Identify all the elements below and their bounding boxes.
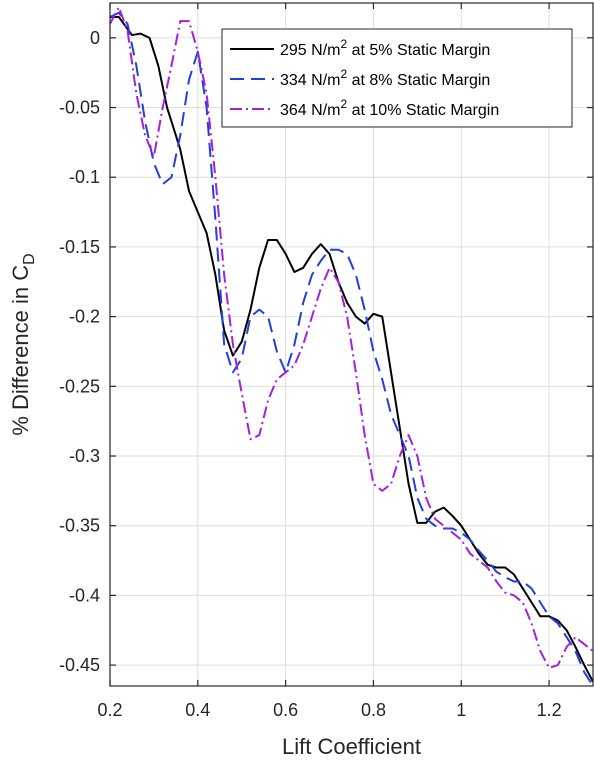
y-axis-title: % Difference in CD <box>8 253 38 435</box>
series-lines <box>110 6 593 686</box>
series-line-1 <box>110 15 593 683</box>
tick-labels: 0.2 0.4 0.6 0.8 1 1.2 0 -0.05 -0.1 -0.15 -0.2 -0.25… <box>59 28 562 720</box>
axes <box>109 2 594 687</box>
y-tick-label: -0.3 <box>69 446 100 466</box>
legend-box <box>221 28 573 128</box>
x-tick-label: 0.8 <box>361 700 386 720</box>
legend-label-3: 364 N/m2 at 10% Static Margin <box>280 97 499 119</box>
x-tick-label: 0.4 <box>185 700 210 720</box>
series-line-2 <box>110 11 593 686</box>
y-tick-label: -0.15 <box>59 237 100 257</box>
y-tick-label: -0.35 <box>59 516 100 536</box>
series-line-3 <box>110 6 593 669</box>
x-tick-label: 0.2 <box>97 700 122 720</box>
legend: 295 N/m2 at 5% Static Margin 334 N/m2 at … <box>221 28 573 128</box>
y-tick-label: -0.05 <box>59 98 100 118</box>
y-tick-label: -0.4 <box>69 585 100 605</box>
y-tick-label: -0.45 <box>59 655 100 675</box>
y-axis-title-main: % Difference in C <box>8 265 33 436</box>
x-tick-label: 1.2 <box>537 700 562 720</box>
x-tick-label: 0.6 <box>273 700 298 720</box>
y-axis-title-subscript: D <box>21 253 38 265</box>
y-tick-label: -0.2 <box>69 307 100 327</box>
legend-label-2: 334 N/m2 at 8% Static Margin <box>280 67 490 89</box>
y-tick-label: 0 <box>90 28 100 48</box>
plot-frame <box>109 2 594 687</box>
x-axis-title: Lift Coefficient <box>282 734 421 759</box>
legend-label-1: 295 N/m2 at 5% Static Margin <box>280 37 490 59</box>
y-tick-label: -0.25 <box>59 376 100 396</box>
y-tick-label: -0.1 <box>69 167 100 187</box>
legend-entries: 295 N/m2 at 5% Static Margin 334 N/m2 at … <box>230 37 499 119</box>
x-tick-label: 1 <box>456 700 466 720</box>
